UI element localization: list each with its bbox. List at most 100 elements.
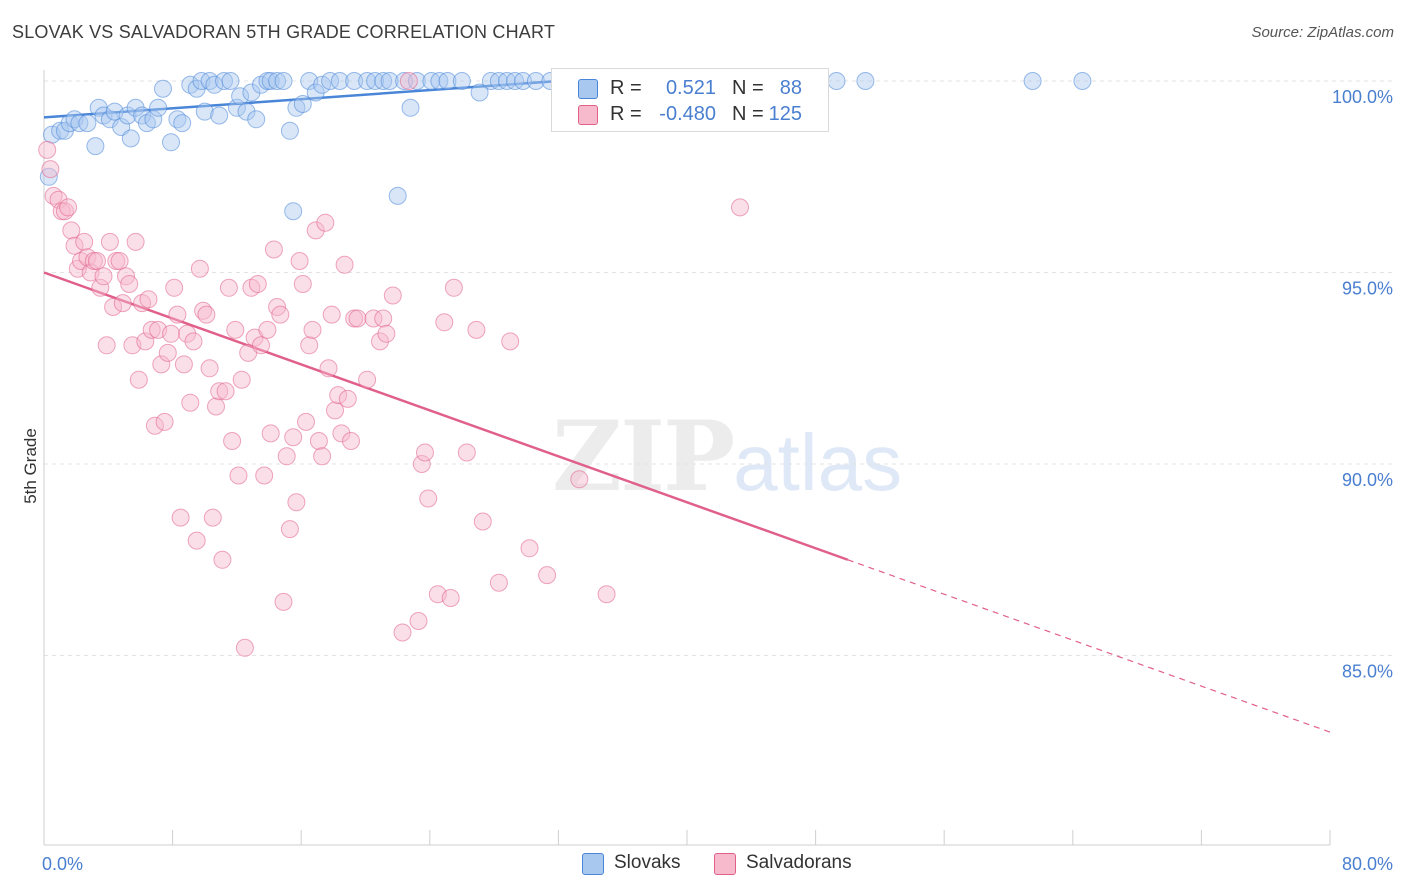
data-point — [319, 359, 338, 378]
data-point — [144, 110, 163, 129]
data-point — [97, 336, 116, 355]
data-point — [219, 278, 238, 297]
data-point — [457, 443, 476, 462]
data-point — [207, 397, 225, 416]
data-point — [195, 102, 214, 121]
data-point — [322, 305, 341, 324]
data-point — [326, 401, 344, 420]
data-point — [187, 531, 206, 550]
data-point — [171, 508, 190, 527]
data-point — [284, 428, 303, 447]
trend-line — [43, 271, 849, 561]
data-point — [113, 294, 132, 313]
data-point — [345, 72, 364, 90]
data-point — [338, 389, 357, 408]
data-point — [309, 432, 328, 450]
data-point — [401, 98, 420, 117]
data-point — [248, 275, 267, 293]
data-point — [121, 129, 140, 148]
data-point — [210, 382, 229, 401]
data-point — [321, 72, 340, 90]
legend-r-label: R = — [610, 103, 642, 125]
data-point — [731, 198, 749, 217]
data-point — [59, 198, 78, 217]
x-tick-label: 0.0% — [42, 854, 83, 874]
data-point — [49, 190, 68, 209]
data-point — [1023, 72, 1042, 90]
stats-legend: R = 0.521 N = 88 R = -0.480 N = 125 — [551, 68, 829, 132]
data-point — [329, 386, 348, 405]
data-point — [126, 98, 145, 117]
legend-swatch-salvadorans — [578, 105, 598, 125]
data-point — [395, 72, 414, 90]
data-point — [216, 382, 235, 401]
data-point — [342, 432, 360, 450]
data-point — [258, 320, 277, 339]
watermark-zip: ZIP — [552, 400, 735, 513]
legend-r-value: 0.521 — [665, 77, 716, 99]
grid-lines — [44, 80, 1392, 656]
data-point — [335, 255, 354, 274]
legend-n-value: 88 — [779, 77, 802, 99]
data-point — [227, 98, 246, 117]
data-point — [827, 72, 846, 90]
legend-label-salvadorans: Salvadorans — [746, 852, 852, 873]
data-point — [261, 424, 280, 443]
data-point — [399, 72, 418, 90]
data-point — [383, 286, 402, 305]
data-point — [129, 370, 148, 389]
data-point — [284, 202, 303, 221]
data-point — [435, 313, 454, 332]
data-point — [126, 232, 145, 251]
chart-title: SLOVAK VS SALVADORAN 5TH GRADE CORRELATI… — [12, 22, 556, 42]
legend-swatch-salvadorans — [714, 853, 736, 875]
data-point — [261, 72, 280, 90]
legend-r-label: R = — [610, 77, 642, 99]
data-point — [75, 232, 94, 251]
data-point — [65, 236, 84, 255]
data-point — [158, 343, 177, 362]
data-point — [184, 332, 203, 351]
data-point — [306, 83, 325, 102]
data-point — [165, 278, 184, 297]
data-point — [280, 121, 299, 140]
data-point — [120, 275, 139, 293]
data-point — [200, 359, 219, 378]
data-point — [38, 140, 57, 159]
data-point — [264, 240, 283, 259]
data-point — [242, 83, 261, 102]
data-point — [412, 455, 431, 473]
data-point — [438, 72, 457, 90]
data-point — [416, 443, 434, 462]
y-tick-label: 100.0% — [1332, 87, 1393, 107]
data-point — [287, 493, 306, 512]
data-point — [226, 320, 245, 339]
data-point — [104, 298, 123, 316]
legend-row-salvadorans: R = -0.480 N = 125 — [552, 101, 828, 127]
data-point — [364, 309, 383, 328]
y-tick-label: 85.0% — [1342, 662, 1393, 682]
data-point — [470, 83, 489, 102]
data-point — [274, 592, 293, 611]
data-point — [210, 106, 229, 125]
data-point — [178, 324, 197, 343]
data-point — [452, 72, 471, 90]
tick-labels: 85.0% 90.0% 95.0% 100.0% 0.0% 80.0% — [42, 87, 1393, 874]
data-point — [297, 412, 315, 431]
data-point — [409, 612, 428, 630]
watermark-atlas: atlas — [733, 418, 903, 507]
data-point — [444, 278, 463, 297]
data-point — [293, 95, 312, 113]
data-point — [374, 72, 393, 90]
data-point — [538, 566, 557, 585]
data-point — [271, 305, 290, 324]
data-point — [247, 110, 266, 129]
data-point — [268, 72, 287, 90]
data-point — [142, 320, 161, 339]
data-point — [348, 309, 367, 328]
data-point — [374, 309, 393, 328]
legend-label-slovaks: Slovaks — [614, 852, 681, 873]
data-point — [313, 447, 332, 466]
trend-lines — [43, 79, 1331, 733]
